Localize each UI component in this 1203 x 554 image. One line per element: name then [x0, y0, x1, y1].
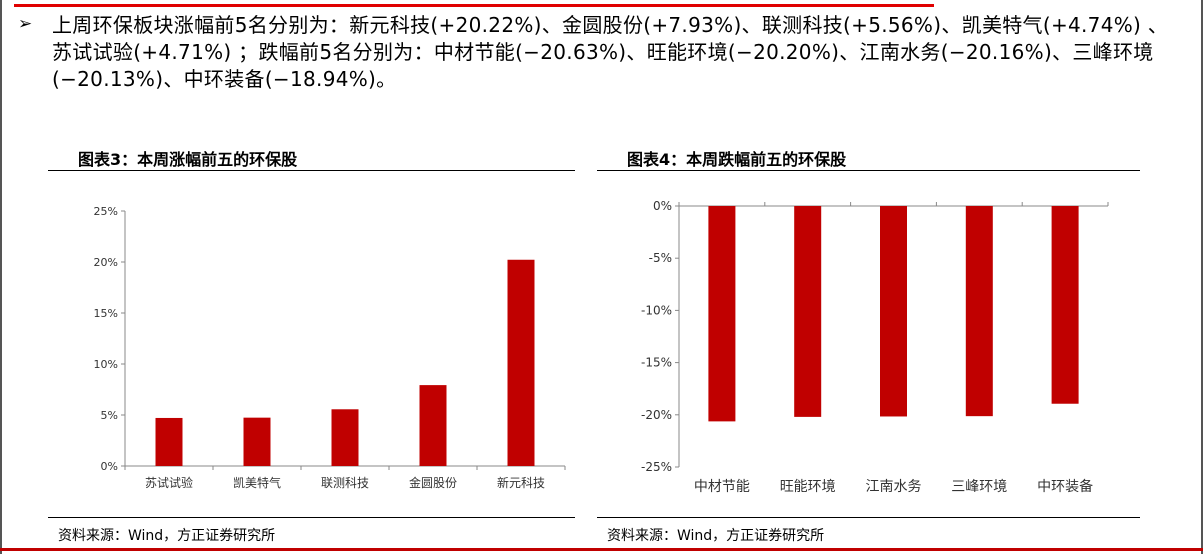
right-chart-title: 图表4：本周跌幅前五的环保股	[627, 150, 847, 169]
left-chart-bar	[507, 259, 535, 466]
right-chart-y-tick-label: -25%	[641, 460, 672, 474]
left-chart-bar	[419, 385, 447, 466]
right-chart-category-label: 中环装备	[1037, 478, 1093, 495]
left-chart-title: 图表3：本周涨幅前五的环保股	[78, 150, 298, 169]
left-title-rule	[48, 170, 575, 171]
right-chart-bar	[965, 206, 993, 417]
left-chart-y-tick-label: 10%	[94, 358, 118, 371]
summary-paragraph: 上周环保板块涨幅前5名分别为：新元科技(+20.22%)、金圆股份(+7.93%…	[52, 13, 1169, 91]
left-source-rule	[48, 517, 575, 518]
right-source-rule	[597, 517, 1140, 518]
right-chart-y-tick-label: -10%	[641, 303, 672, 317]
left-chart-category-label: 联测科技	[321, 476, 369, 490]
right-chart-y-tick-label: 0%	[653, 199, 672, 213]
left-chart-bar	[155, 417, 183, 466]
right-chart-bar	[1051, 206, 1079, 404]
left-chart-y-tick-label: 25%	[94, 205, 118, 218]
page-frame-left	[0, 0, 2, 554]
bullet-arrow-icon: ➢	[18, 14, 33, 34]
left-chart-category-label: 金圆股份	[409, 475, 457, 490]
left-chart-category-label: 新元科技	[497, 475, 545, 490]
left-chart-y-tick-label: 20%	[94, 256, 118, 269]
footer-accent-bar	[0, 548, 1203, 551]
right-chart-category-label: 旺能环境	[780, 479, 836, 495]
header-accent-bar	[14, 4, 934, 7]
right-chart-y-tick-label: -15%	[641, 356, 672, 370]
right-title-rule	[597, 170, 1140, 171]
left-chart-y-tick-label: 5%	[101, 409, 118, 422]
right-chart-category-label: 中材节能	[694, 479, 750, 495]
right-chart-category-label: 江南水务	[866, 479, 922, 495]
right-chart-y-tick-label: -20%	[641, 408, 672, 422]
right-chart-bar	[880, 206, 907, 417]
left-chart-y-tick-label: 15%	[94, 307, 118, 320]
right-chart-bar	[794, 206, 822, 417]
left-chart-category-label: 苏试试验	[145, 475, 193, 490]
left-chart-bar	[331, 409, 359, 466]
left-source-note: 资料来源：Wind，方正证券研究所	[58, 528, 276, 544]
left-bar-chart: 0% 5% 10% 15% 20% 25% 苏试试验 凯美特气 联测科技 金圆股份 新元科技	[94, 205, 566, 490]
right-chart-y-tick-label: -5%	[649, 251, 672, 265]
right-bar-chart: 0% -5% -10% -15% -20% -25% 中材节能 旺能环境 江南水务 三峰环境 中环装…	[641, 199, 1109, 495]
page-frame-right	[1201, 0, 1203, 554]
left-chart-y-tick-label: 0%	[101, 460, 118, 473]
right-chart-category-label: 三峰环境	[951, 479, 1007, 495]
left-chart-bar	[243, 417, 271, 466]
right-chart-bar	[708, 206, 736, 422]
right-source-note: 资料来源：Wind，方正证券研究所	[607, 528, 825, 544]
left-chart-category-label: 凯美特气	[233, 475, 281, 490]
